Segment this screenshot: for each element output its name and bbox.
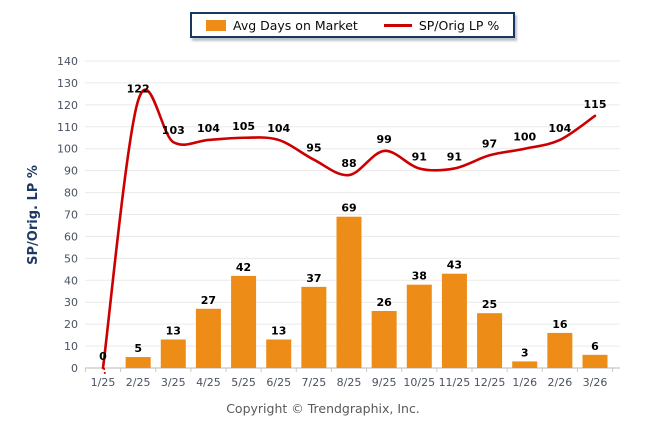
x-tick-label: 8/25	[337, 376, 362, 389]
y-tick-label: 60	[64, 230, 78, 243]
bar	[582, 354, 608, 368]
y-tick-label: 120	[57, 99, 78, 112]
x-tick-label: 3/25	[161, 376, 186, 389]
bar	[266, 339, 292, 368]
bar	[547, 332, 573, 368]
bar-value-label: 16	[552, 318, 568, 331]
bar	[371, 310, 397, 368]
line-value-label: 104	[197, 122, 220, 135]
line-value-label: 104	[548, 122, 571, 135]
bar-value-label: 43	[447, 259, 462, 272]
x-tick-label: 2/26	[548, 376, 573, 389]
bar-value-label: 38	[412, 270, 427, 283]
line-value-label: 115	[584, 98, 607, 111]
bars-series: 5 13 27 42 13 37 69 26 38 43 25 3 16 6	[125, 202, 608, 368]
bar-value-label: 42	[236, 261, 251, 274]
y-tick-label: 110	[57, 121, 78, 134]
chart-legend: Avg Days on Market SP/Orig LP %	[190, 12, 516, 38]
legend-label-sp-orig: SP/Orig LP %	[418, 17, 500, 33]
bar	[160, 339, 186, 368]
legend-label-avg-days: Avg Days on Market	[233, 17, 358, 33]
y-tick-label: 70	[64, 209, 78, 222]
line-value-label: 91	[412, 150, 427, 163]
bar-value-label: 37	[306, 272, 321, 285]
y-tick-label: 140	[57, 55, 78, 68]
x-tick-label: 6/25	[266, 376, 291, 389]
y-tick-label: 30	[64, 296, 78, 309]
x-tick-label: 4/25	[196, 376, 221, 389]
bar-value-label: 6	[591, 340, 599, 353]
bar	[441, 273, 467, 368]
y-tick-label: 40	[64, 274, 78, 287]
line-value-label: 122	[127, 82, 150, 95]
line-value-label: 103	[162, 124, 185, 137]
bar-value-label: 27	[201, 294, 216, 307]
bar-swatch-icon	[206, 19, 226, 31]
line-value-label: 91	[447, 150, 462, 163]
bar-value-label: 25	[482, 298, 497, 311]
y-tick-label: 50	[64, 252, 78, 265]
bar	[301, 286, 327, 368]
line-value-label: 97	[482, 137, 497, 150]
y-axis-title: SP/Orig. LP %	[26, 165, 41, 265]
x-tick-label: 2/25	[126, 376, 151, 389]
copyright-text: Copyright © Trendgraphix, Inc.	[226, 401, 420, 416]
bar-value-label: 3	[521, 346, 529, 359]
x-tick-label: 12/25	[474, 376, 506, 389]
y-tick-label: 90	[64, 165, 78, 178]
line-series	[101, 88, 597, 375]
y-tick-label: 20	[64, 318, 78, 331]
bar	[477, 313, 503, 368]
bar-value-label: 26	[376, 296, 392, 309]
legend-item-sp-orig: SP/Orig LP %	[383, 17, 500, 33]
line-value-label: 0	[99, 350, 107, 363]
bar-value-label: 13	[166, 324, 181, 337]
sp-orig-lp-line	[101, 88, 597, 370]
y-tick-label: 0	[71, 362, 78, 375]
bar-value-label: 5	[134, 342, 142, 355]
legend-item-avg-days: Avg Days on Market	[206, 18, 358, 33]
bar-value-label: 13	[271, 324, 286, 337]
x-tick-label: 3/26	[583, 376, 608, 389]
line-axis-spill	[103, 367, 106, 375]
bar	[125, 357, 151, 368]
bar	[336, 216, 362, 368]
y-tick-label: 130	[57, 77, 78, 90]
x-tick-label: 9/25	[372, 376, 397, 389]
bar-value-label: 69	[341, 202, 356, 215]
x-tick-label: 1/25	[91, 376, 116, 389]
line-swatch-icon	[383, 23, 412, 27]
line-value-label: 105	[232, 120, 255, 133]
line-value-labels: 0 122 103 104 105 104 95 88 99 91 91 97 100 104 115	[99, 82, 606, 363]
bar	[231, 275, 257, 368]
x-tick-label: 10/25	[403, 376, 435, 389]
x-tick-labels: 1/25 2/25 3/25 4/25 5/25 6/25 7/25 8/25 9/25 10/2…	[91, 376, 608, 389]
x-tick-label: 1/26	[512, 376, 537, 389]
bar	[195, 308, 221, 368]
line-value-label: 100	[513, 131, 536, 144]
bar	[406, 284, 432, 368]
line-value-label: 99	[376, 133, 391, 146]
y-tick-label: 80	[64, 187, 78, 200]
x-tick-label: 11/25	[439, 376, 471, 389]
line-value-label: 95	[306, 142, 321, 155]
y-tick-label: 10	[64, 340, 78, 353]
bar	[512, 361, 538, 368]
x-tick-label: 7/25	[302, 376, 327, 389]
x-tick-label: 5/25	[231, 376, 256, 389]
y-tick-label: 100	[57, 143, 78, 156]
line-value-label: 104	[267, 122, 290, 135]
line-value-label: 88	[341, 157, 356, 170]
